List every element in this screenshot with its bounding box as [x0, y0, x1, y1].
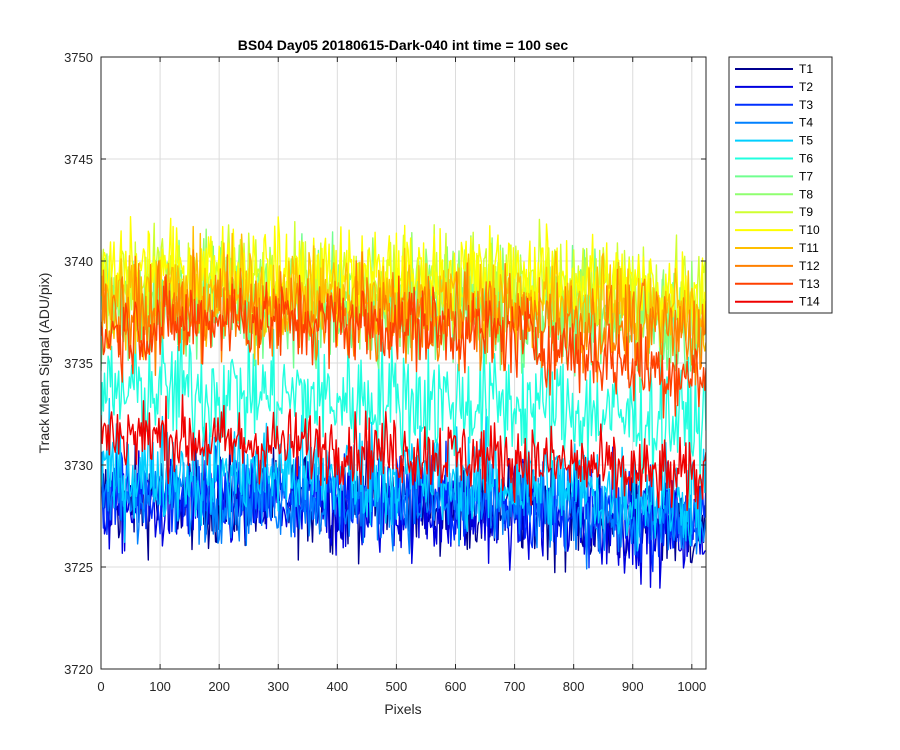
legend-box — [728, 56, 833, 314]
x-axis-label: Pixels — [384, 701, 421, 717]
legend-label-t13: T13 — [799, 277, 820, 291]
x-tick-label: 200 — [208, 679, 230, 694]
y-axis-label: Track Mean Signal (ADU/pix) — [36, 273, 52, 454]
x-tick-label: 1000 — [677, 679, 706, 694]
legend-label-t5: T5 — [799, 134, 813, 148]
legend-label-t4: T4 — [799, 116, 813, 130]
legend-label-t14: T14 — [799, 295, 820, 309]
legend-label-t8: T8 — [799, 187, 813, 201]
y-tick-label: 3725 — [64, 560, 93, 575]
chart-title: BS04 Day05 20180615-Dark-040 int time = … — [238, 37, 569, 53]
x-tick-label: 700 — [504, 679, 526, 694]
y-tick-label: 3740 — [64, 254, 93, 269]
y-tick-label: 3745 — [64, 152, 93, 167]
x-tick-label: 100 — [149, 679, 171, 694]
legend-label-t12: T12 — [799, 259, 820, 273]
legend-label-t2: T2 — [799, 80, 813, 94]
legend-label-t6: T6 — [799, 152, 813, 166]
legend-label-t1: T1 — [799, 62, 813, 76]
y-tick-label: 3720 — [64, 662, 93, 677]
axis-ticks: 0 100 200 300 400 500 600 700 800 900 1000 3720 3725… — [64, 50, 706, 694]
x-tick-label: 600 — [445, 679, 467, 694]
series-line-t6 — [101, 318, 706, 509]
legend-label-t9: T9 — [799, 205, 813, 219]
x-tick-label: 900 — [622, 679, 644, 694]
x-tick-label: 400 — [326, 679, 348, 694]
y-tick-label: 3730 — [64, 458, 93, 473]
y-tick-label: 3735 — [64, 356, 93, 371]
x-tick-label: 500 — [386, 679, 408, 694]
legend-label-t3: T3 — [799, 98, 813, 112]
x-tick-label: 0 — [97, 679, 104, 694]
y-tick-label: 3750 — [64, 50, 93, 65]
series-lines — [101, 216, 706, 589]
legend-label-t7: T7 — [799, 169, 813, 183]
series-line-t13 — [101, 274, 706, 419]
legend: T1 T2 T3 T4 T5 T6 T7 T8 T9 T10 T11 T12 T13 T14 — [728, 56, 833, 314]
legend-label-t11: T11 — [799, 241, 819, 255]
x-tick-label: 300 — [267, 679, 289, 694]
series-line-t14 — [101, 394, 706, 512]
x-tick-label: 800 — [563, 679, 585, 694]
legend-label-t10: T10 — [799, 223, 820, 237]
